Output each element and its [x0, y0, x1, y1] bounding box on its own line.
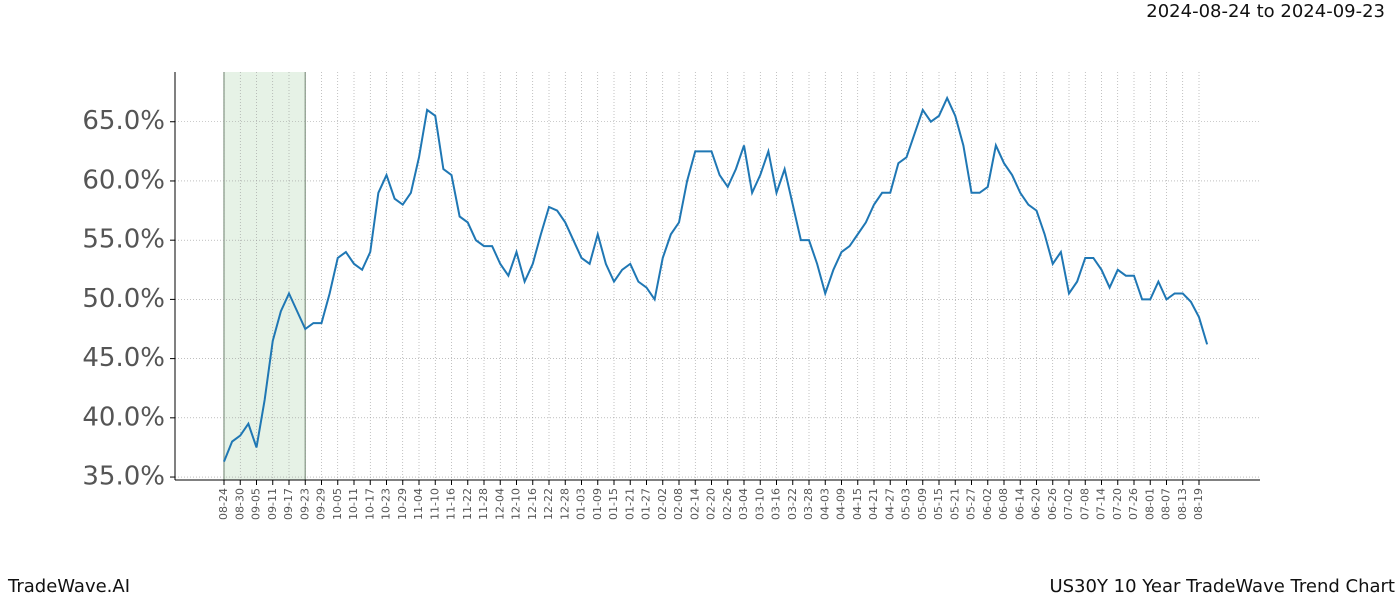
x-tick-label: 05-09	[916, 488, 929, 520]
x-tick-label: 11-04	[412, 488, 425, 520]
x-tick-label: 10-29	[396, 488, 409, 520]
x-tick-label: 02-14	[688, 488, 701, 520]
x-tick-label: 07-14	[1095, 488, 1108, 520]
footer-left: TradeWave.AI	[7, 576, 130, 597]
x-tick-label: 06-08	[997, 488, 1010, 520]
y-tick-label: 35.0%	[82, 462, 165, 492]
x-tick-label: 05-27	[965, 488, 978, 520]
x-tick-label: 08-01	[1143, 488, 1156, 520]
x-tick-label: 03-10	[753, 488, 766, 520]
x-tick-label: 06-14	[1013, 488, 1026, 520]
x-tick-label: 08-19	[1192, 488, 1205, 520]
x-tick-label: 07-26	[1127, 488, 1140, 520]
x-tick-label: 06-26	[1046, 488, 1059, 520]
chart-subtitle: 2024-08-24 to 2024-09-23	[1146, 1, 1385, 22]
x-tick-label: 03-04	[737, 488, 750, 520]
x-tick-label: 12-28	[558, 488, 571, 520]
x-tick-label: 10-11	[347, 488, 360, 520]
y-tick-label: 60.0%	[82, 165, 165, 195]
x-tick-label: 01-27	[640, 488, 653, 520]
x-tick-label: 04-27	[883, 488, 896, 520]
y-tick-label: 50.0%	[82, 284, 165, 314]
x-tick-label: 02-08	[672, 488, 685, 520]
y-tick-label: 45.0%	[82, 343, 165, 373]
x-tick-label: 09-23	[298, 488, 311, 520]
x-tick-label: 11-22	[461, 488, 474, 520]
x-tick-label: 09-17	[282, 488, 295, 520]
y-tick-label: 55.0%	[82, 225, 165, 255]
x-tick-label: 04-03	[818, 488, 831, 520]
x-tick-label: 02-20	[705, 488, 718, 520]
x-tick-label: 12-10	[510, 488, 523, 520]
footer-right: US30Y 10 Year TradeWave Trend Chart	[1049, 576, 1395, 597]
x-tick-label: 03-16	[770, 488, 783, 520]
line	[223, 95, 1209, 463]
x-tick-label: 10-05	[331, 488, 344, 520]
x-tick-label: 03-22	[786, 488, 799, 520]
x-tick-label: 08-13	[1176, 488, 1189, 520]
x-tick-label: 12-22	[542, 488, 555, 520]
x-tick-label: 11-28	[477, 488, 490, 520]
x-tick-label: 01-09	[591, 488, 604, 520]
x-tick-label: 09-11	[266, 488, 279, 520]
x-tick-label: 07-20	[1111, 488, 1124, 520]
x-tick-label: 02-26	[721, 488, 734, 520]
x-tick-label: 04-09	[835, 488, 848, 520]
x-tick-label: 09-05	[250, 488, 263, 520]
x-tick-label: 08-24	[217, 488, 230, 520]
x-tick-label: 06-02	[981, 488, 994, 520]
x-tick-label: 05-15	[932, 488, 945, 520]
x-tick-label: 07-08	[1078, 488, 1091, 520]
x-tick-label: 07-02	[1062, 488, 1075, 520]
x-tick-label: 11-16	[445, 488, 458, 520]
x-tick-label: 11-10	[428, 488, 441, 520]
x-tick-label: 02-02	[656, 488, 669, 520]
x-tick-label: 04-15	[851, 488, 864, 520]
x-tick-label: 12-16	[526, 488, 539, 520]
x-tick-label: 06-20	[1030, 488, 1043, 520]
x-tick-label: 01-21	[623, 488, 636, 520]
x-tick-label: 05-03	[900, 488, 913, 520]
x-tick-label: 10-17	[363, 488, 376, 520]
y-tick-label: 65.0%	[82, 106, 165, 136]
x-tick-label: 09-29	[315, 488, 328, 520]
x-tick-label: 03-28	[802, 488, 815, 520]
x-tick-label: 08-07	[1160, 488, 1173, 520]
x-tick-label: 12-04	[493, 488, 506, 520]
x-tick-label: 01-15	[607, 488, 620, 520]
x-tick-label: 10-23	[380, 488, 393, 520]
x-tick-label: 05-21	[948, 488, 961, 520]
highlight-span	[224, 72, 306, 480]
x-tick-label: 04-21	[867, 488, 880, 520]
x-tick-label: 08-30	[233, 488, 246, 520]
y-tick-label: 40.0%	[82, 402, 165, 432]
x-tick-label: 01-03	[575, 488, 588, 520]
